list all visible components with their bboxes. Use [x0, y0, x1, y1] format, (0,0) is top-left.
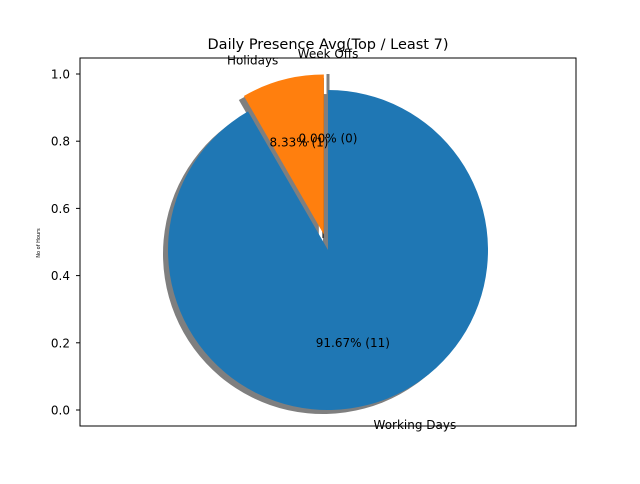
slice-label: Holidays [227, 54, 278, 68]
y-tick-label: 1.0 [51, 68, 70, 82]
y-tick-label: 0.2 [51, 336, 70, 350]
slice-pct-label: 91.67% (11) [316, 336, 390, 350]
pie-slices [168, 74, 488, 410]
y-axis-label: No of Hours [36, 228, 42, 258]
y-tick-label: 0.4 [51, 269, 70, 283]
y-tick-label: 0.0 [51, 404, 70, 418]
pie-slice [243, 74, 324, 235]
y-axis-ticks: 0.0 0.2 0.4 0.6 0.8 1.0 [51, 68, 80, 418]
slice-label: Working Days [374, 418, 457, 432]
chart-title: Daily Presence Avg(Top / Least 7) [208, 37, 449, 53]
y-tick-label: 0.8 [51, 135, 70, 149]
slice-pct-label: 0.00% (0) [299, 132, 358, 146]
pie-slice [168, 90, 488, 410]
y-tick-label: 0.6 [51, 202, 70, 216]
slice-pct-label: 8.33% (1) [270, 135, 329, 149]
slice-label: Week Offs [298, 47, 359, 61]
axes-frame [79, 57, 577, 427]
